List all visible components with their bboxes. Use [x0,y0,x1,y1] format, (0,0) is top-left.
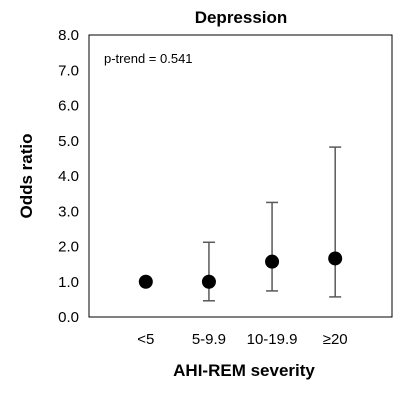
data-point [138,274,153,289]
x-tick-label: ≥20 [323,331,348,348]
y-tick-label: 7.0 [58,62,79,79]
y-tick-label: 0.0 [58,309,79,326]
y-tick-label: 6.0 [58,98,79,115]
x-axis-title: AHI-REM severity [173,361,315,380]
x-tick-label: <5 [137,331,154,348]
data-points [138,251,343,289]
y-axis-ticks: 0.0 1.0 2.0 3.0 4.0 5.0 6.0 7.0 8.0 [58,27,79,326]
y-tick-label: 3.0 [58,203,79,220]
p-trend-annotation: p-trend = 0.541 [104,51,193,66]
x-axis-ticks: <5 5-9.9 10-19.9 ≥20 [137,331,347,348]
plot-frame [88,34,393,318]
data-point [201,274,216,289]
error-bar [266,201,279,292]
y-tick-label: 1.0 [58,274,79,291]
data-point [265,254,280,269]
y-tick-label: 8.0 [58,27,79,44]
x-tick-label: 10-19.9 [247,331,298,348]
x-tick-label: 5-9.9 [192,331,226,348]
chart-title: Depression [195,8,288,27]
data-point [328,251,343,266]
y-axis-title: Odds ratio [17,133,36,218]
error-bar [202,241,215,302]
y-tick-label: 4.0 [58,168,79,185]
y-tick-label: 2.0 [58,239,79,256]
error-bar [329,146,342,298]
y-tick-label: 5.0 [58,133,79,150]
error-bars [202,146,342,302]
